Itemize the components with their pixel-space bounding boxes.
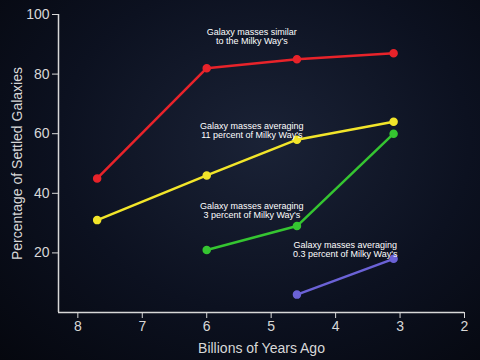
svg-text:60: 60 [34, 125, 50, 141]
svg-text:Galaxy masses averaging0.3 per: Galaxy masses averaging0.3 percent of Mi… [293, 240, 398, 259]
svg-text:4: 4 [332, 318, 340, 334]
svg-text:Percentage of Settled Galaxies: Percentage of Settled Galaxies [9, 67, 25, 260]
svg-text:100: 100 [26, 6, 50, 22]
svg-text:3: 3 [396, 318, 404, 334]
svg-text:40: 40 [34, 185, 50, 201]
svg-text:Billions of Years Ago: Billions of Years Ago [198, 340, 325, 356]
svg-text:Galaxy masses similarto the Mi: Galaxy masses similarto the Milky Way's [207, 27, 297, 46]
svg-text:5: 5 [267, 318, 275, 334]
svg-text:8: 8 [74, 318, 82, 334]
svg-text:Galaxy masses averaging11 perc: Galaxy masses averaging11 percent of Mil… [200, 121, 304, 140]
svg-text:6: 6 [203, 318, 211, 334]
svg-text:2: 2 [461, 318, 469, 334]
svg-text:80: 80 [34, 66, 50, 82]
svg-text:7: 7 [138, 318, 146, 334]
svg-text:20: 20 [34, 244, 50, 260]
svg-text:Galaxy masses averaging3 perce: Galaxy masses averaging3 percent of Milk… [200, 201, 304, 220]
